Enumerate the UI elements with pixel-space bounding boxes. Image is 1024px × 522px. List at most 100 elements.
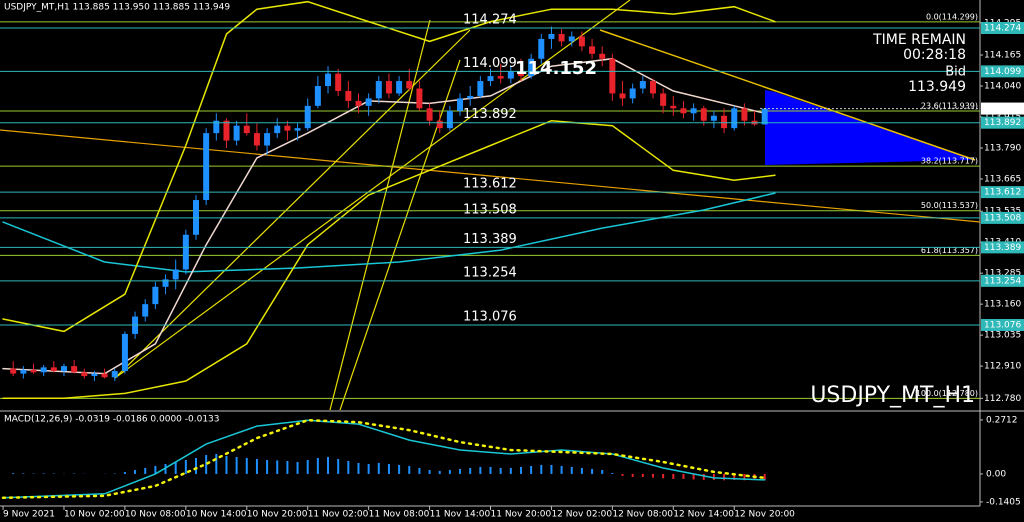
fib-label: 100.0(112.780) [916, 389, 978, 398]
histogram-bar [327, 457, 330, 474]
x-tick-label: 12 Nov 02:00 [551, 510, 612, 520]
histogram-bar [692, 473, 695, 480]
candle-body [700, 108, 707, 121]
candle-body [274, 125, 281, 134]
y-tick-label: 113.035 [984, 331, 1021, 341]
candle-body [335, 73, 342, 91]
level-price-box [981, 274, 1024, 287]
histogram-bar [519, 466, 522, 474]
histogram-bar [42, 473, 45, 474]
candle-body [568, 36, 575, 42]
x-tick-label: 12 Nov 14:00 [673, 510, 734, 520]
histogram-bar [702, 473, 705, 480]
histogram-bar [418, 467, 421, 474]
histogram-bar [682, 473, 685, 479]
candle-body [538, 38, 545, 59]
histogram-bar [723, 473, 726, 481]
candle-body [71, 366, 78, 373]
histogram-bar [479, 466, 482, 474]
histogram-bar [337, 458, 340, 474]
y-tick-label: 113.535 [984, 207, 1021, 217]
histogram-bar [123, 471, 126, 474]
x-tick-label: 10 Nov 08:00 [125, 510, 186, 520]
level-price-label: 113.612 [984, 188, 1021, 198]
candle-body [345, 90, 352, 101]
y-tick-label: 0.00 [986, 469, 1006, 479]
fib-label: 61.8(113.357) [921, 246, 978, 255]
candle-body [609, 58, 616, 94]
candle-body [446, 110, 453, 129]
candle-body [314, 86, 321, 106]
histogram-bar [631, 473, 634, 477]
x-tick-label: 10 Nov 20:00 [247, 510, 308, 520]
candle-body [396, 81, 403, 94]
histogram-bar [672, 473, 675, 479]
histogram-bar [733, 473, 736, 480]
candle-body [629, 88, 636, 99]
histogram-bar [509, 467, 512, 474]
histogram-bar [357, 462, 360, 474]
indicator-line [2, 0, 776, 333]
candle-body [497, 76, 504, 79]
histogram-bar [367, 463, 370, 474]
candle-body [101, 373, 108, 378]
level-price-box [981, 241, 1024, 254]
candle-body [457, 98, 464, 111]
level-price-box [981, 318, 1024, 331]
y-tick-label: 113.285 [984, 269, 1021, 279]
candle-body [406, 81, 413, 89]
level-price-label: 114.274 [984, 24, 1021, 34]
candle-body [111, 371, 118, 378]
candle-body [304, 105, 311, 129]
candle-body [670, 105, 677, 109]
bid-label: Bid [945, 65, 966, 80]
candle-body [50, 367, 57, 372]
candle-body [761, 108, 768, 125]
histogram-bar [459, 468, 462, 474]
y-tick-label: 0.2712 [986, 415, 1018, 425]
histogram-bar [662, 473, 665, 479]
candle-body [294, 128, 301, 131]
level-price-label: 114.099 [984, 67, 1021, 77]
level-label: 114.099 [463, 56, 517, 71]
candle-body [589, 46, 596, 54]
level-price-label: 113.076 [984, 320, 1021, 330]
y-tick-label: 112.910 [984, 362, 1021, 372]
histogram-bar [306, 459, 309, 474]
x-tick-label: 11 Nov 08:00 [369, 510, 430, 520]
candle-body [385, 81, 392, 94]
histogram-bar [12, 473, 15, 474]
histogram-bar [712, 473, 715, 480]
fan-line [114, 0, 631, 379]
x-tick-label: 12 Nov 08:00 [612, 510, 673, 520]
histogram-bar [184, 459, 187, 474]
candle-body [487, 76, 494, 82]
histogram-bar [560, 465, 563, 474]
candle-body [416, 88, 423, 109]
histogram-bar [448, 469, 451, 474]
histogram-bar [22, 473, 25, 474]
y-tick-label: 114.040 [984, 82, 1021, 92]
level-label: 113.389 [463, 232, 517, 247]
x-tick-label: 11 Nov 02:00 [308, 510, 369, 520]
candle-body [30, 369, 37, 373]
bid-price-box [981, 102, 1024, 115]
timer: 00:28:18 [903, 47, 966, 63]
candle-body [426, 108, 433, 121]
candle-body [243, 125, 250, 134]
candle-body [162, 279, 169, 287]
bid-value: 113.949 [908, 79, 966, 95]
level-price-box [981, 211, 1024, 224]
histogram-bar [276, 460, 279, 474]
histogram-bar [154, 465, 157, 474]
candle-body [91, 373, 98, 377]
level-label: 114.274 [463, 13, 517, 28]
candle-body [152, 286, 159, 305]
level-price-label: 113.892 [984, 118, 1021, 128]
histogram-bar [205, 455, 208, 474]
histogram-bar [377, 462, 380, 474]
indicator-line [1, 418, 766, 500]
candle-body [284, 125, 291, 131]
histogram-bar [347, 460, 350, 474]
